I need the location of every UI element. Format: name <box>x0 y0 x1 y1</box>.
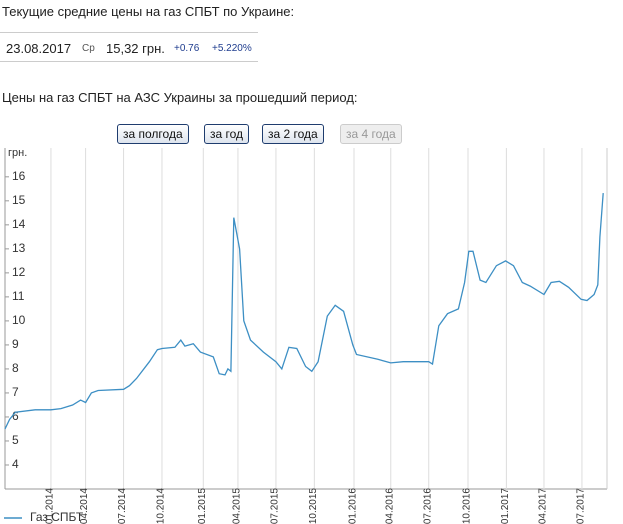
x-tick-label: 03.04.2017 <box>538 488 549 524</box>
quote-date: 23.08.2017 <box>6 41 72 56</box>
y-tick-label: 12 <box>12 265 26 279</box>
y-tick-label: 9 <box>12 337 19 351</box>
x-tick-label: 01.10.2014 <box>156 488 167 524</box>
quote-change: +0.76 <box>174 43 200 54</box>
legend-label: Газ СПБТ <box>30 510 84 524</box>
x-tick-label: 03.01.2017 <box>500 488 511 524</box>
x-tick-label: 03.07.2017 <box>576 488 587 524</box>
x-tick-label: 01.07.2015 <box>270 488 281 524</box>
x-tick-label: 01.04.2014 <box>79 488 90 524</box>
y-tick-label: 4 <box>12 457 19 471</box>
y-axis-label: грн. <box>8 147 27 159</box>
quote-day: Ср <box>82 43 95 54</box>
period-button[interactable]: за полгода <box>117 124 189 144</box>
data-line <box>4 193 604 430</box>
x-tick-label: 04.01.2016 <box>348 488 359 524</box>
y-tick-label: 6 <box>12 409 19 423</box>
header-title: Текущие средние цены на газ СПБТ по Укра… <box>2 4 295 19</box>
y-tick-label: 5 <box>12 433 19 447</box>
x-tick-label: 01.07.2016 <box>422 488 433 524</box>
x-tick-label: 01.04.2015 <box>232 488 243 524</box>
x-tick-label: 03.10.2016 <box>462 488 473 524</box>
y-tick-label: 15 <box>12 193 26 207</box>
quote-change-percent: +5.220% <box>212 43 252 54</box>
x-tick-label: 01.10.2015 <box>308 488 319 524</box>
y-tick-label: 7 <box>12 385 19 399</box>
x-tick-label: 08.01.2015 <box>197 488 208 524</box>
y-tick-label: 11 <box>12 289 25 303</box>
x-tick-label: 01.04.2016 <box>384 488 395 524</box>
period-title: Цены на газ СПБТ на АЗС Украины за проше… <box>2 90 358 105</box>
y-tick-label: 13 <box>12 241 26 255</box>
y-tick-label: 16 <box>12 169 26 183</box>
period-button: за 4 года <box>340 124 402 144</box>
x-tick-label: 01.07.2014 <box>117 488 128 524</box>
period-button[interactable]: за год <box>204 124 250 144</box>
period-button[interactable]: за 2 года <box>262 124 324 144</box>
quote-box: 23.08.2017 Ср 15,32 грн. +0.76 +5.220% <box>0 32 258 62</box>
y-tick-label: 14 <box>12 217 26 231</box>
quote-price: 15,32 грн. <box>106 41 165 56</box>
y-tick-label: 10 <box>12 313 26 327</box>
x-tick-label: 08.01.2014 <box>45 488 56 524</box>
y-tick-label: 8 <box>12 361 19 375</box>
